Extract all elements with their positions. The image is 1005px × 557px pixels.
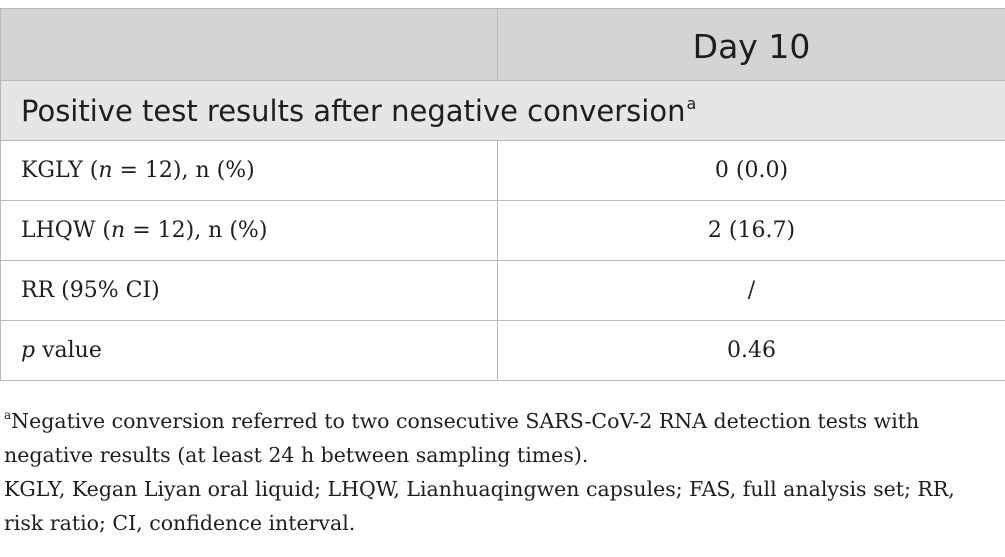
section-header-cell: Positive test results after negative con… [0,80,1005,141]
section-title: Positive test results after negative con… [21,93,686,128]
row-value: / [497,260,1005,321]
label-text: value [35,338,102,363]
footnote-marker: a [686,93,697,113]
row-label: p value [0,320,498,381]
label-italic: n [111,218,126,243]
table-row: LHQW (n = 12), n (%) 2 (16.7) [0,200,1005,261]
header-cell-day10: Day 10 [497,8,1005,81]
footnote-a: aNegative conversion referred to two con… [4,398,999,472]
row-value: 2 (16.7) [497,200,1005,261]
table-footnotes: aNegative conversion referred to two con… [4,398,999,540]
row-value: 0 (0.0) [497,140,1005,201]
table-row: p value 0.46 [0,320,1005,381]
footnote-abbreviations: KGLY, Kegan Liyan oral liquid; LHQW, Lia… [4,477,955,535]
table-row: KGLY (n = 12), n (%) 0 (0.0) [0,140,1005,201]
label-text: KGLY ( [21,158,99,183]
label-italic: n [98,158,113,183]
row-label: RR (95% CI) [0,260,498,321]
table-row: RR (95% CI) / [0,260,1005,321]
results-table: Day 10 Positive test results after negat… [0,8,1005,381]
footnote-a-text: Negative conversion referred to two cons… [4,409,920,467]
header-cell-empty [0,8,498,81]
row-label: KGLY (n = 12), n (%) [0,140,498,201]
section-header-row: Positive test results after negative con… [0,80,1005,141]
footnote-a-marker: a [4,408,12,422]
table-header-row: Day 10 [0,8,1005,81]
label-text: = 12), n (%) [125,218,268,243]
label-text: LHQW ( [21,218,112,243]
row-label: LHQW (n = 12), n (%) [0,200,498,261]
row-value: 0.46 [497,320,1005,381]
label-text: RR (95% CI) [21,278,160,303]
label-italic: p [21,338,36,363]
label-text: = 12), n (%) [112,158,255,183]
